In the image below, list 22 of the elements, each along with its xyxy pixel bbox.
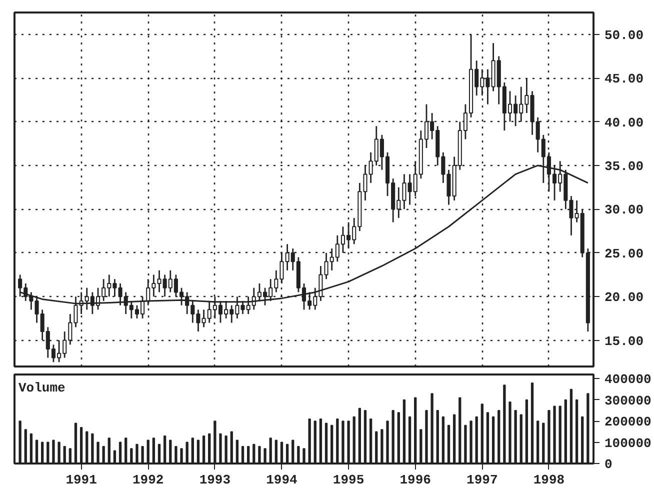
y-tick-label: 40.00 <box>604 115 644 130</box>
x-tick-label: 1994 <box>266 472 298 488</box>
x-tick-label: 1995 <box>332 472 364 488</box>
x-tick-label: 1991 <box>66 472 98 488</box>
y-tick-label: 300000 <box>604 393 652 408</box>
y-tick-label: 30.00 <box>604 202 644 218</box>
y-tick-label: 0 <box>604 457 612 472</box>
text: Volume <box>18 380 66 396</box>
y-tick-label: 35.00 <box>604 158 644 174</box>
x-tick-label: 1993 <box>199 472 231 488</box>
x-tick-label: 1992 <box>132 472 164 488</box>
y-tick-label: 400000 <box>604 372 652 388</box>
x-tick-label: 1997 <box>466 472 498 488</box>
y-tick-label: 100000 <box>604 436 652 451</box>
y-tick-label: 50.00 <box>604 28 644 43</box>
y-tick-label: 15.00 <box>604 334 644 349</box>
y-tick-label: 200000 <box>604 414 652 430</box>
y-tick-label: 45.00 <box>604 72 644 87</box>
y-tick-label: 20.00 <box>604 290 644 306</box>
x-tick-label: 1998 <box>533 472 565 488</box>
y-tick-label: 25.00 <box>604 246 644 262</box>
x-tick-label: 1996 <box>400 472 432 488</box>
